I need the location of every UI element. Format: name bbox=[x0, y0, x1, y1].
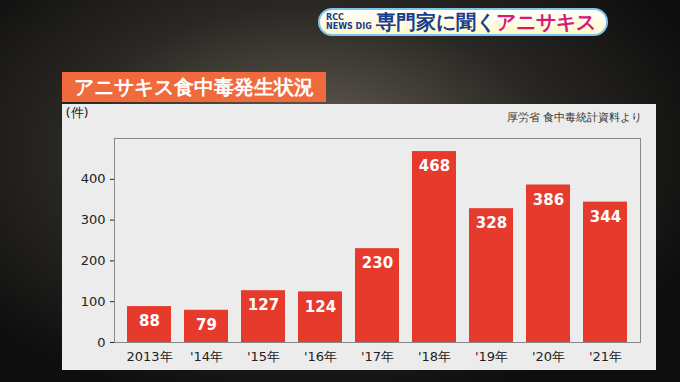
html-text:RCC NEWS DIG: RCC NEWS DIG bbox=[326, 13, 372, 31]
svg-text:230: 230 bbox=[362, 254, 393, 272]
svg-text:400: 400 bbox=[81, 171, 106, 186]
svg-text:468: 468 bbox=[419, 157, 450, 175]
svg-text:0: 0 bbox=[97, 335, 105, 350]
svg-text:127: 127 bbox=[248, 296, 279, 314]
svg-text:'20年: '20年 bbox=[532, 349, 565, 364]
svg-text:'17年: '17年 bbox=[361, 349, 394, 364]
html-text:アニサキス食中毒発生状況: アニサキス食中毒発生状況 bbox=[74, 75, 314, 99]
svg-text:79: 79 bbox=[196, 316, 217, 334]
svg-text:'19年: '19年 bbox=[475, 349, 508, 364]
svg-text:'14年: '14年 bbox=[190, 349, 223, 364]
svg-text:'21年: '21年 bbox=[589, 349, 622, 364]
svg-text:124: 124 bbox=[305, 298, 336, 316]
html-text:専門家に聞くアニサキス: 専門家に聞くアニサキス bbox=[376, 9, 596, 34]
svg-text:2013年: 2013年 bbox=[126, 349, 172, 364]
svg-text:200: 200 bbox=[81, 253, 106, 268]
svg-text:328: 328 bbox=[476, 214, 507, 232]
html-text:厚労省 食中毒統計資料より: 厚労省 食中毒統計資料より bbox=[506, 111, 642, 124]
svg-text:'16年: '16年 bbox=[304, 349, 337, 364]
svg-text:386: 386 bbox=[533, 191, 564, 209]
svg-text:'15年: '15年 bbox=[247, 349, 280, 364]
svg-text:88: 88 bbox=[139, 312, 160, 330]
svg-text:(件): (件) bbox=[66, 105, 89, 120]
svg-text:344: 344 bbox=[590, 208, 621, 226]
svg-text:100: 100 bbox=[81, 294, 106, 309]
svg-text:'18年: '18年 bbox=[418, 349, 451, 364]
svg-text:300: 300 bbox=[81, 212, 106, 227]
